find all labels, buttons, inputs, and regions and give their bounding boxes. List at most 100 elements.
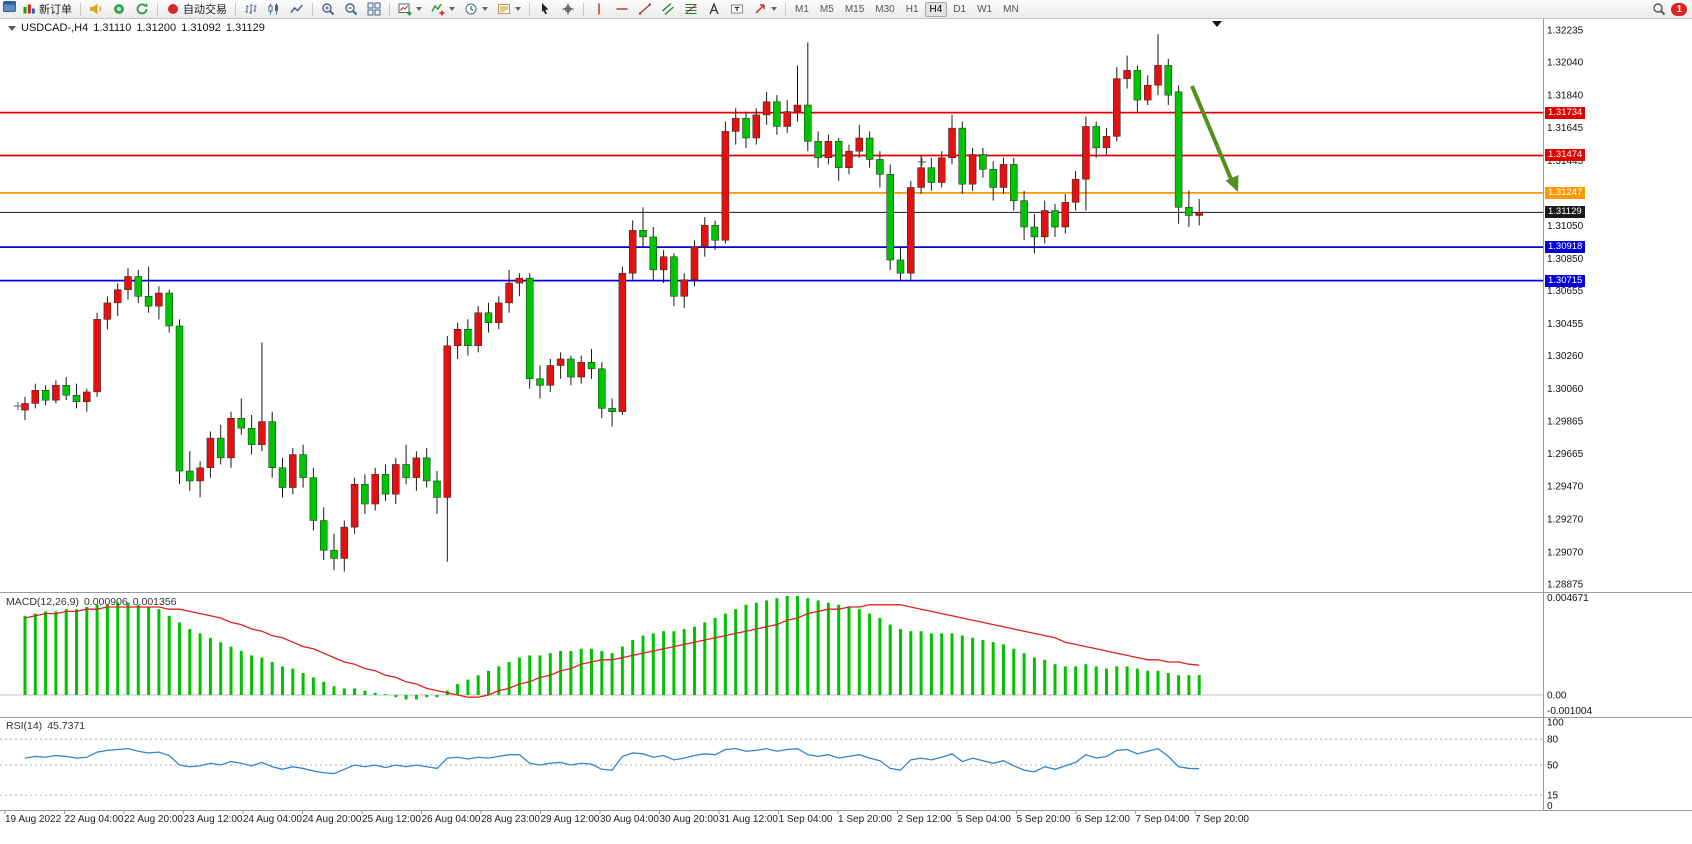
candle-bull: [680, 279, 688, 297]
text-tool-button[interactable]: [703, 1, 725, 18]
candle-bull: [1195, 212, 1203, 216]
candle-bear: [773, 101, 781, 127]
macd-histogram-bar: [899, 629, 902, 695]
candle-bear: [165, 292, 173, 327]
price-scale-label: 1.29665: [1547, 449, 1584, 460]
timeframe-w1-button[interactable]: W1: [972, 2, 997, 17]
auto-trading-button[interactable]: 自动交易: [162, 1, 231, 18]
macd-histogram-bar: [157, 609, 161, 695]
timeframe-m5-button[interactable]: M5: [815, 2, 839, 17]
new-order-button[interactable]: 新订单: [18, 1, 76, 18]
macd-histogram-bar: [826, 602, 830, 695]
tile-windows-button[interactable]: [363, 1, 385, 18]
candle-bear: [711, 225, 719, 241]
new-chart-button[interactable]: [394, 1, 426, 18]
candle-bull: [783, 111, 791, 127]
zoom-out-button[interactable]: [340, 1, 362, 18]
macd-histogram-bar: [311, 677, 315, 695]
macd-histogram-bar: [538, 655, 542, 695]
price-tag-resistance-1: 1.31734: [1545, 106, 1586, 119]
candle-bull: [113, 289, 122, 304]
toolbar-separator: [583, 2, 584, 16]
periods-button[interactable]: [460, 1, 492, 18]
macd-histogram-bar: [847, 607, 851, 695]
label-tool-button[interactable]: [726, 1, 748, 18]
trendline-tool-button[interactable]: [634, 1, 656, 18]
indicators-button[interactable]: [427, 1, 459, 18]
candle-bear: [865, 137, 874, 160]
candle-bear: [1020, 200, 1028, 228]
zoom-in-button[interactable]: [317, 1, 339, 18]
macd-histogram-bar: [1166, 673, 1170, 695]
timeframe-m30-button[interactable]: M30: [870, 2, 899, 17]
macd-histogram-bar: [888, 624, 892, 695]
candle-bull: [999, 164, 1008, 188]
candle-bear: [216, 437, 225, 459]
sell-arrow-head[interactable]: [1225, 175, 1239, 192]
price-tag-pivot: 1.31247: [1545, 186, 1586, 199]
timeframe-m15-button[interactable]: M15: [840, 2, 869, 17]
bar-chart-button[interactable]: [240, 1, 262, 18]
candle-bear: [299, 454, 307, 478]
crosshair-tool-button[interactable]: [557, 1, 579, 18]
candle-bull: [701, 225, 709, 248]
arrows-tool-button[interactable]: [749, 1, 781, 18]
timeframe-h1-button[interactable]: H1: [901, 2, 924, 17]
macd-histogram-bar: [373, 692, 377, 695]
candle-bull: [371, 474, 379, 505]
price-scale-label: 1.29270: [1547, 514, 1584, 525]
chart-collapse-icon[interactable]: [8, 25, 16, 31]
search-button[interactable]: [1648, 1, 1670, 18]
time-scale-label: 30 Aug 20:00: [660, 814, 719, 825]
macd-histogram-bar: [281, 666, 284, 695]
macd-histogram-bar: [1197, 675, 1201, 695]
fibonacci-tool-button[interactable]: [680, 1, 702, 18]
cursor-tool-button[interactable]: [534, 1, 556, 18]
rsi-scale-label: 80: [1547, 735, 1559, 746]
timeframe-d1-button[interactable]: D1: [948, 2, 971, 17]
macd-histogram-bar: [1063, 666, 1067, 695]
signals-button[interactable]: [108, 1, 130, 18]
chart-shift-marker[interactable]: [1212, 21, 1222, 27]
time-scale-label: 6 Sep 12:00: [1076, 814, 1130, 825]
candle-bear: [268, 421, 276, 469]
candle-bear: [381, 474, 390, 495]
candle-bull: [855, 137, 864, 152]
sell-arrow-annotation[interactable]: [1190, 85, 1233, 180]
macd-histogram-bar: [105, 604, 109, 695]
candle-bear: [309, 477, 318, 521]
time-scale-label: 26 Aug 04:00: [422, 814, 481, 825]
timeframe-m1-button[interactable]: M1: [790, 2, 814, 17]
channel-tool-button[interactable]: [657, 1, 679, 18]
candle-bear: [670, 256, 678, 297]
refresh-button[interactable]: [131, 1, 153, 18]
toolbar-separator: [80, 2, 81, 16]
candle-bear: [361, 483, 369, 505]
candle-bear: [1185, 206, 1193, 216]
macd-histogram-bar: [981, 640, 985, 695]
macd-histogram-bar: [1146, 670, 1150, 695]
macd-histogram-bar: [548, 653, 552, 695]
macd-histogram-bar: [796, 596, 799, 695]
dropdown-caret-icon: [416, 7, 422, 11]
announcement-button[interactable]: [85, 1, 107, 18]
macd-main-value: 0.000906: [83, 596, 128, 608]
macd-histogram-bar: [353, 688, 357, 695]
candle-bull: [1071, 178, 1080, 203]
macd-histogram-bar: [332, 686, 336, 695]
candle-bear: [1051, 210, 1059, 228]
notification-badge[interactable]: 1: [1671, 2, 1687, 16]
candle-bull: [227, 418, 235, 459]
line-chart-button[interactable]: [286, 1, 308, 18]
timeframe-mn-button[interactable]: MN: [998, 2, 1024, 17]
time-scale-label: 24 Aug 04:00: [243, 814, 302, 825]
vertical-line-tool-button[interactable]: [588, 1, 610, 18]
candle-bull: [917, 167, 925, 188]
macd-histogram-bar: [971, 637, 975, 695]
horizontal-line-tool-button[interactable]: [611, 1, 633, 18]
macd-histogram-bar: [1105, 668, 1108, 695]
candlestick-chart-button[interactable]: [263, 1, 285, 18]
timeframe-h4-button[interactable]: H4: [924, 1, 948, 17]
templates-button[interactable]: [493, 1, 525, 18]
